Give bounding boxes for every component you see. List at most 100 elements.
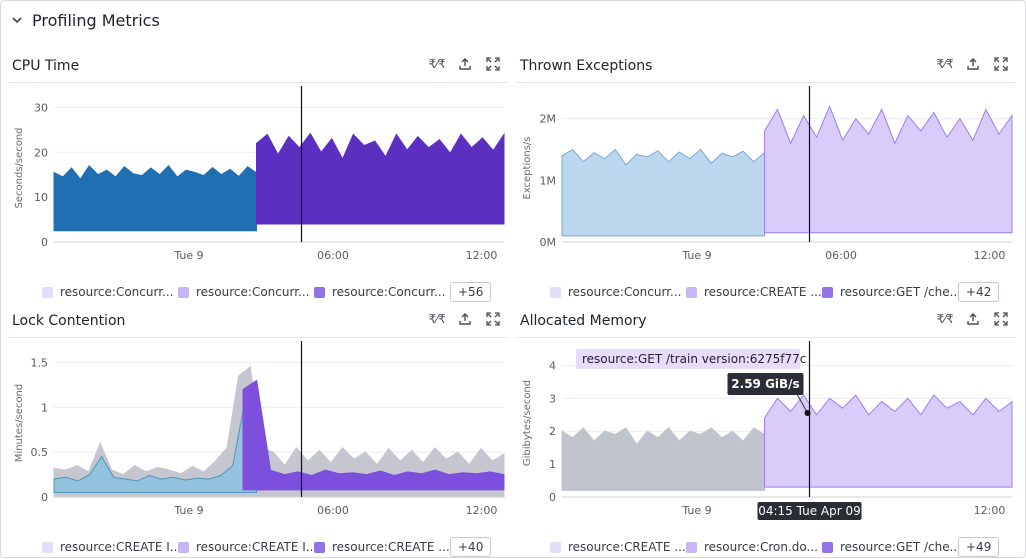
legend-item[interactable]: resource:Concurr... bbox=[314, 285, 450, 299]
export-icon[interactable] bbox=[456, 310, 474, 328]
fullscreen-icon[interactable] bbox=[992, 310, 1010, 328]
legend-swatch bbox=[686, 541, 697, 553]
legend-more-button[interactable]: +40 bbox=[450, 537, 492, 557]
legend-swatch bbox=[822, 541, 833, 553]
fullscreen-icon[interactable] bbox=[484, 310, 502, 328]
chevron-down-icon[interactable] bbox=[10, 13, 24, 27]
legend-label: resource:Concurr... bbox=[332, 285, 446, 299]
legend-swatch bbox=[822, 286, 833, 298]
compare-icon[interactable]: ₹⁄₹ bbox=[936, 312, 954, 326]
legend-item[interactable]: resource:CREATE I... bbox=[178, 540, 314, 554]
fullscreen-icon[interactable] bbox=[484, 55, 502, 73]
x-tick-label: 06:00 bbox=[317, 504, 349, 517]
panel-thrown-exceptions: Thrown Exceptions ₹⁄₹ 0M 1M 2M Tue 9 06:00 12… bbox=[516, 55, 1016, 304]
panel-divider bbox=[516, 82, 1016, 83]
tooltip-value-box bbox=[727, 373, 804, 395]
panel-title: Thrown Exceptions bbox=[520, 58, 653, 74]
legend-swatch bbox=[550, 541, 561, 553]
x-tick-label: Tue 9 bbox=[173, 504, 203, 517]
legend-item[interactable]: resource:Concurr... bbox=[178, 285, 314, 299]
x-tick-label: 06:00 bbox=[317, 249, 349, 262]
export-icon[interactable] bbox=[964, 310, 982, 328]
legend-item[interactable]: resource:CREATE I... bbox=[42, 540, 178, 554]
y-tick-label: 1 bbox=[549, 458, 556, 471]
y-tick-label: 20 bbox=[34, 146, 48, 159]
area-series-before bbox=[561, 427, 765, 491]
legend-label: resource:Concurr... bbox=[60, 285, 174, 299]
tooltip-series: resource:GET /train version:6275f77c bbox=[582, 352, 806, 366]
area-series-purple bbox=[242, 379, 505, 491]
legend-label: resource:CREATE I... bbox=[196, 540, 314, 554]
panel-title: CPU Time bbox=[12, 58, 80, 74]
legend-swatch bbox=[42, 286, 53, 298]
x-tick-label: Tue 9 bbox=[173, 249, 203, 262]
area-series-before bbox=[561, 148, 765, 237]
export-icon[interactable] bbox=[964, 55, 982, 73]
legend-swatch bbox=[314, 286, 325, 298]
chart-plot[interactable]: 0 10 20 30 Tue 9 06:00 12:00 Seconds/second bbox=[8, 86, 508, 270]
legend-item[interactable]: resource:GET /che... bbox=[822, 285, 958, 299]
export-icon[interactable] bbox=[456, 55, 474, 73]
y-tick-label: 1M bbox=[540, 174, 557, 187]
legend-item[interactable]: resource:CREATE ... bbox=[686, 285, 822, 299]
x-tick-label: Tue 9 bbox=[681, 249, 711, 262]
y-axis-label: Exceptions/s bbox=[522, 136, 533, 199]
y-axis-label: Seconds/second bbox=[14, 127, 25, 208]
legend-swatch bbox=[42, 541, 53, 553]
chart-plot[interactable]: 0M 1M 2M Tue 9 06:00 12:00 Exceptions/s bbox=[516, 86, 1016, 270]
tooltip-time-box bbox=[757, 502, 862, 520]
legend-item[interactable]: resource:CREATE ... bbox=[314, 540, 450, 554]
panel-divider bbox=[516, 337, 1016, 338]
legend-label: resource:CREATE I... bbox=[60, 540, 178, 554]
legend-label: resource:Concurr... bbox=[568, 285, 682, 299]
x-tick-label: 12:00 bbox=[974, 504, 1006, 517]
y-axis-label: Gibibytes/second bbox=[522, 380, 533, 466]
compare-icon[interactable]: ₹⁄₹ bbox=[936, 57, 954, 71]
y-tick-label: 10 bbox=[34, 191, 48, 204]
chart-plot[interactable]: 0 0.5 1 1.5 Tue 9 06:00 12:00 Minutes/second bbox=[8, 341, 508, 525]
legend-swatch bbox=[178, 541, 189, 553]
panel-title: Lock Contention bbox=[12, 313, 126, 329]
panel-title: Allocated Memory bbox=[520, 313, 647, 329]
y-tick-label: 3 bbox=[549, 392, 556, 405]
compare-icon[interactable]: ₹⁄₹ bbox=[428, 312, 446, 326]
legend-swatch bbox=[178, 286, 189, 298]
legend-item[interactable]: resource:GET /che... bbox=[822, 540, 958, 554]
legend-item[interactable]: resource:CREATE ... bbox=[550, 540, 686, 554]
legend-item[interactable]: resource:Cron.do... bbox=[686, 540, 822, 554]
y-tick-label: 0M bbox=[540, 236, 557, 249]
tooltip-dot bbox=[804, 410, 811, 416]
x-tick-label: 12:00 bbox=[466, 504, 498, 517]
y-tick-label: 0 bbox=[549, 491, 556, 504]
section-header[interactable]: Profiling Metrics bbox=[10, 8, 160, 32]
panel-toolbar: ₹⁄₹ bbox=[936, 55, 1010, 73]
area-series-after bbox=[764, 394, 1013, 488]
y-tick-label: 0 bbox=[41, 236, 48, 249]
y-tick-label: 2M bbox=[540, 113, 557, 126]
legend-item[interactable]: resource:Concurr... bbox=[42, 285, 178, 299]
legend-label: resource:CREATE ... bbox=[568, 540, 686, 554]
legend-more-button[interactable]: +42 bbox=[958, 282, 1000, 302]
tooltip-time: 04:15 Tue Apr 09 bbox=[758, 504, 861, 518]
fullscreen-icon[interactable] bbox=[992, 55, 1010, 73]
legend-more-button[interactable]: +49 bbox=[958, 537, 1000, 557]
legend-label: resource:Concurr... bbox=[196, 285, 310, 299]
y-tick-label: 0.5 bbox=[31, 446, 49, 459]
area-series-after bbox=[256, 132, 505, 225]
legend-label: resource:GET /che... bbox=[840, 540, 958, 554]
tooltip-value: 2.59 GiB/s bbox=[731, 377, 799, 391]
panel-divider bbox=[8, 82, 508, 83]
area-series-after bbox=[764, 104, 1013, 234]
x-tick-label: 06:00 bbox=[825, 249, 857, 262]
section-title: Profiling Metrics bbox=[32, 10, 160, 30]
legend-item[interactable]: resource:Concurr... bbox=[550, 285, 686, 299]
legend: resource:CREATE I... resource:CREATE I..… bbox=[42, 537, 492, 557]
legend-more-button[interactable]: +56 bbox=[450, 282, 492, 302]
panel-toolbar: ₹⁄₹ bbox=[428, 310, 502, 328]
tooltip-series-box bbox=[576, 349, 800, 369]
legend-swatch bbox=[314, 541, 325, 553]
compare-icon[interactable]: ₹⁄₹ bbox=[428, 57, 446, 71]
panel-lock-contention: Lock Contention ₹⁄₹ 0 0.5 1 1.5 Tue 9 06:00 12… bbox=[8, 310, 508, 559]
panel-toolbar: ₹⁄₹ bbox=[936, 310, 1010, 328]
